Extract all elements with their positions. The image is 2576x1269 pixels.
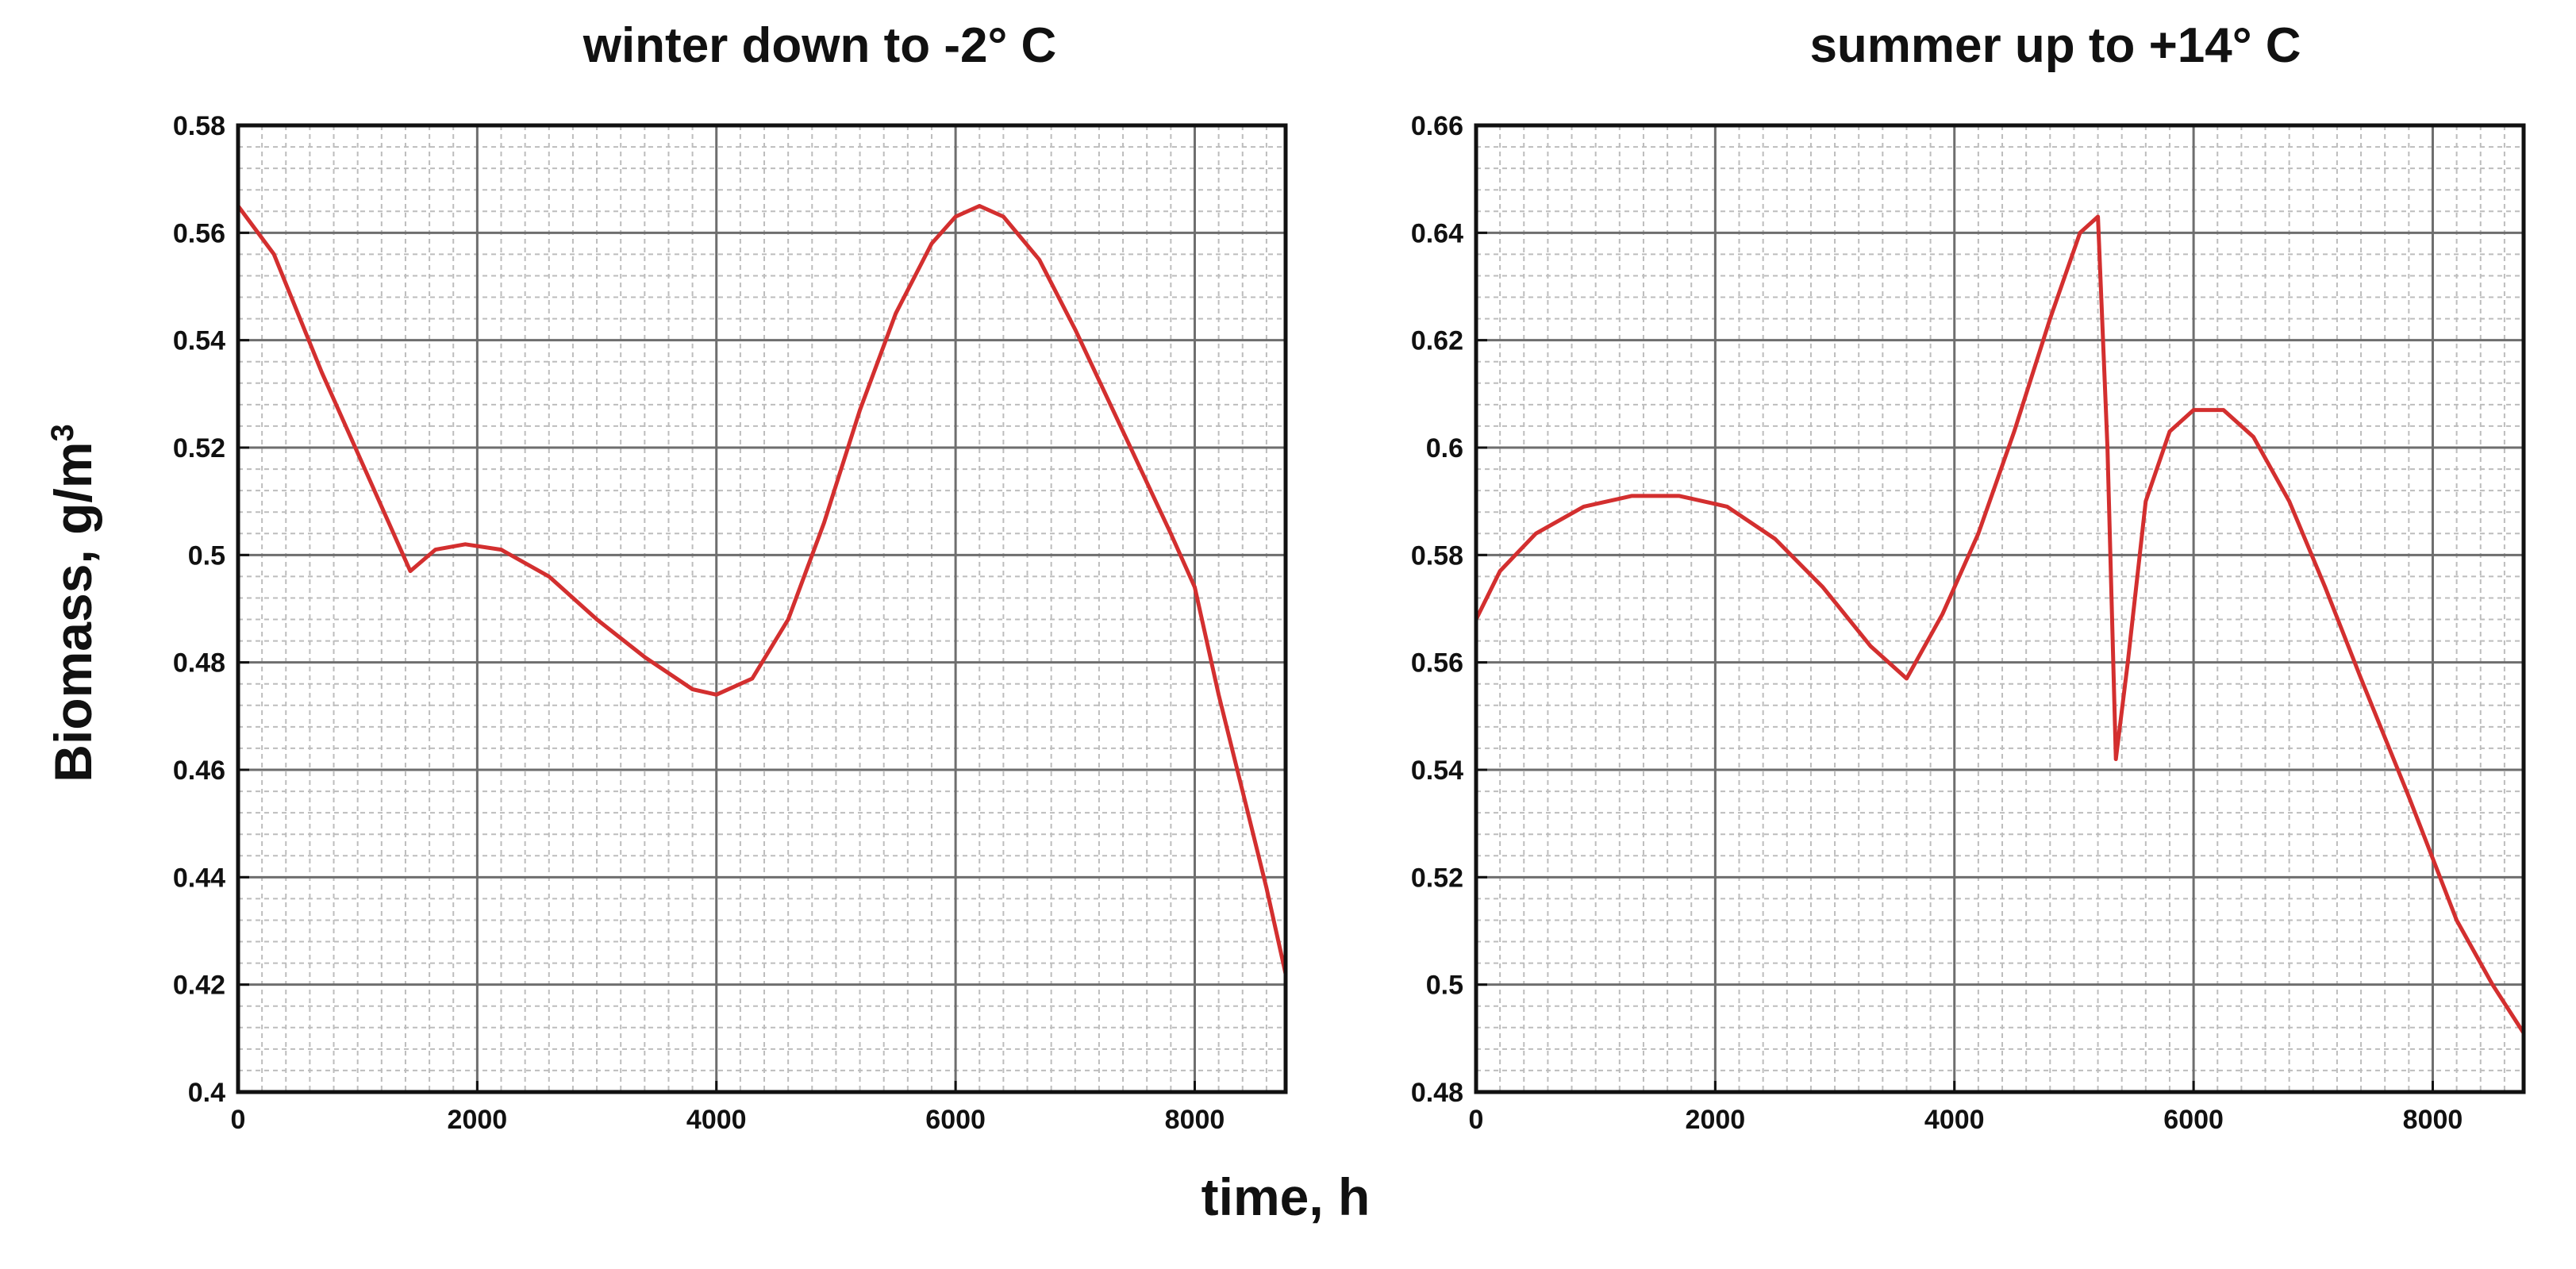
winter-y-tick-label: 0.44 — [173, 863, 225, 893]
winter-panel-title: winter down to -2° C — [582, 18, 1057, 73]
summer-y-tick-label: 0.6 — [1426, 433, 1463, 463]
summer-series-line-0 — [1474, 214, 2526, 1036]
winter-y-tick-label: 0.42 — [173, 971, 225, 1001]
summer-y-tick-label: 0.62 — [1411, 326, 1463, 356]
summer-x-tick-label: 4000 — [1924, 1105, 1985, 1135]
summer-panel-title: summer up to +14° C — [1809, 18, 2301, 73]
winter-x-tick-label: 4000 — [686, 1105, 747, 1135]
summer-y-tick-label: 0.54 — [1411, 756, 1463, 786]
winter-y-tick-label: 0.48 — [173, 648, 225, 679]
winter-y-tick-label: 0.54 — [173, 326, 225, 356]
winter-x-tick-label: 2000 — [448, 1105, 508, 1135]
summer-y-tick-label: 0.58 — [1411, 540, 1463, 571]
winter-y-tick-label: 0.46 — [173, 756, 225, 786]
summer-x-tick-label: 6000 — [2163, 1105, 2224, 1135]
winter-plot-area — [238, 125, 1286, 1092]
winter-y-tick-label: 0.52 — [173, 433, 225, 463]
summer-chart: 0 2000 4000 6000 8000 0.48 0.5 0.52 0.54 0.56 0.58… — [1411, 111, 2526, 1135]
winter-x-tick-label: 0 — [231, 1105, 246, 1135]
winter-chart: 0 2000 4000 6000 8000 0.4 0.42 0.44 0.46 0.48 0.5 0… — [173, 111, 1288, 1135]
winter-y-tick-label: 0.5 — [188, 540, 225, 571]
winter-y-tick-label: 0.56 — [173, 218, 225, 248]
summer-plot-frame — [1474, 123, 2526, 1094]
winter-x-tick-label: 8000 — [1165, 1105, 1225, 1135]
summer-y-tick-label: 0.5 — [1426, 971, 1463, 1001]
summer-y-tick-label: 0.66 — [1411, 111, 1463, 141]
winter-series-line-0 — [236, 204, 1288, 976]
summer-y-tick-label: 0.52 — [1411, 863, 1463, 893]
summer-y-tick-label: 0.56 — [1411, 648, 1463, 679]
summer-x-tick-label: 8000 — [2403, 1105, 2463, 1135]
summer-plot-area — [1476, 125, 2524, 1092]
summer-y-tick-label: 0.64 — [1411, 218, 1463, 248]
summer-y-tick-label: 0.48 — [1411, 1078, 1463, 1108]
summer-x-tick-label: 0 — [1469, 1105, 1484, 1135]
summer-x-tick-label: 2000 — [1686, 1105, 1746, 1135]
winter-y-tick-label: 0.4 — [188, 1078, 225, 1108]
winter-y-tick-label: 0.58 — [173, 111, 225, 141]
winter-x-tick-label: 6000 — [925, 1105, 986, 1135]
winter-plot-frame — [236, 123, 1288, 1094]
x-axis-label: time, h — [1201, 1167, 1371, 1226]
